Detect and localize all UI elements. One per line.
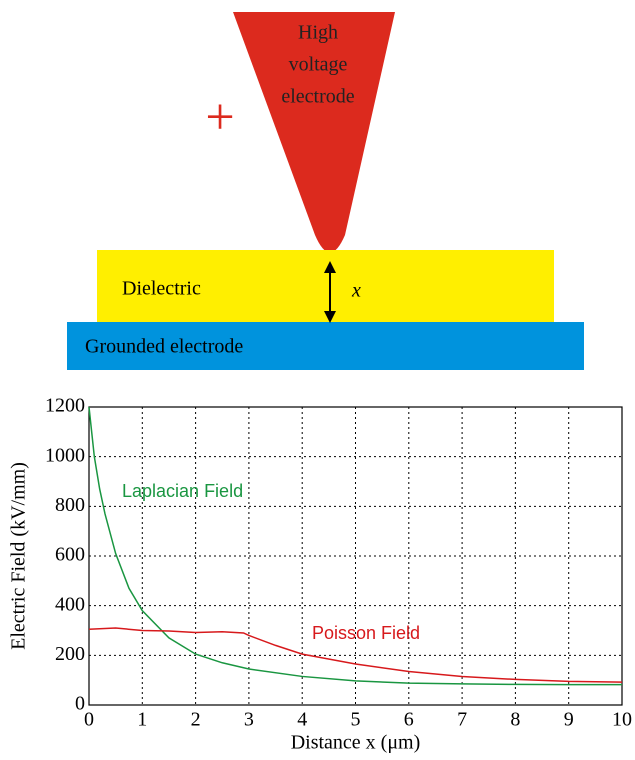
x-axis-title: Distance x (μm) xyxy=(291,732,421,754)
x-tick-label: 3 xyxy=(244,709,254,731)
series-label: Laplacian Field xyxy=(122,481,243,501)
y-tick-label: 200 xyxy=(55,643,85,665)
x-tick-label: 2 xyxy=(191,709,201,731)
electrode-label: High xyxy=(298,22,338,44)
ground-label: Grounded electrode xyxy=(85,336,243,358)
x-tick-label: 5 xyxy=(351,709,361,731)
chart: 0 1 2 3 4 5 6 7 8 9 10 0 200 400 600 800 1000 1200 Laplaci… xyxy=(8,395,632,754)
dielectric-label: Dielectric xyxy=(122,278,201,300)
series-label: Poisson Field xyxy=(312,623,420,643)
x-tick-label: 1 xyxy=(137,709,147,731)
x-tick-label: 7 xyxy=(457,709,467,731)
x-tick-label: 0 xyxy=(84,709,94,731)
plus-sign: + xyxy=(205,89,234,146)
y-tick-label: 0 xyxy=(75,693,85,715)
electrode-label: electrode xyxy=(281,86,354,108)
x-tick-label: 9 xyxy=(564,709,574,731)
x-tick-label: 8 xyxy=(510,709,520,731)
y-tick-label: 1200 xyxy=(45,395,85,417)
electrode-label: voltage xyxy=(289,54,348,76)
y-axis-title: Electric Field (kV/mm) xyxy=(8,462,30,650)
gap-label: x xyxy=(351,280,361,302)
x-tick-label: 4 xyxy=(297,709,307,731)
y-tick-label: 400 xyxy=(55,593,85,615)
hv-electrode xyxy=(233,12,395,253)
x-tick-label: 10 xyxy=(612,709,632,731)
y-tick-label: 1000 xyxy=(45,444,85,466)
x-tick-label: 6 xyxy=(404,709,414,731)
y-tick-label: 800 xyxy=(55,494,85,516)
figure: High voltage electrode + Dielectric Grou… xyxy=(0,0,635,755)
y-tick-label: 600 xyxy=(55,544,85,566)
